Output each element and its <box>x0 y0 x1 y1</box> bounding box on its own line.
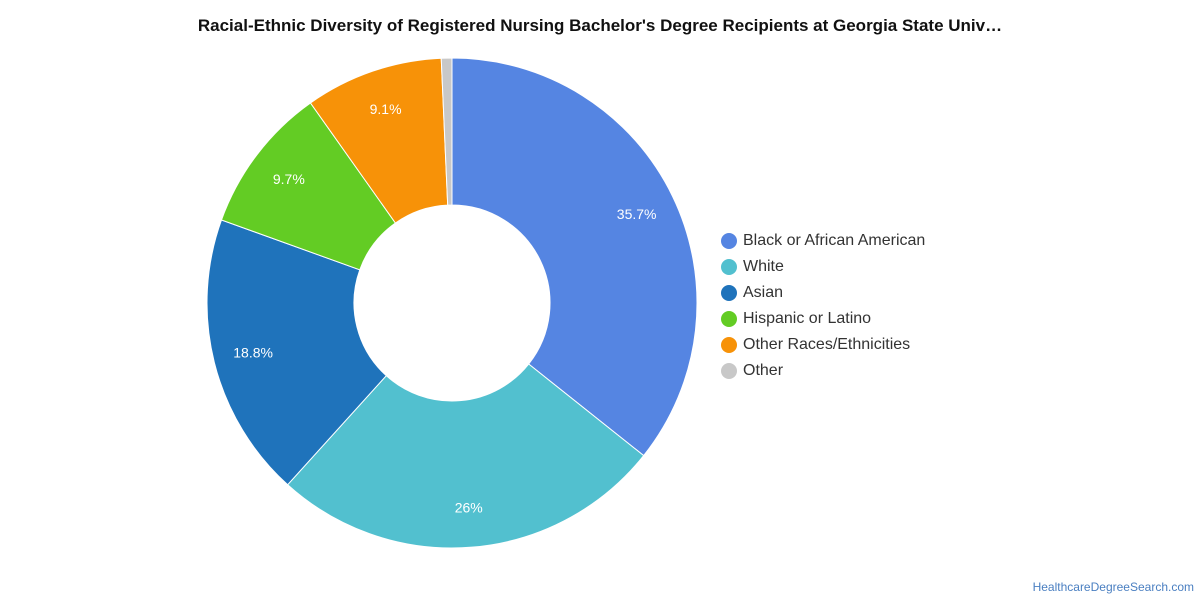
legend-label: Hispanic or Latino <box>743 310 872 327</box>
slice-label: 35.7% <box>617 206 657 222</box>
legend-label: Black or African American <box>743 232 926 249</box>
slice-label: 26% <box>455 499 483 515</box>
source-link[interactable]: HealthcareDegreeSearch.com <box>1032 580 1194 594</box>
legend-label: Asian <box>743 284 784 301</box>
legend-label: Other Races/Ethnicities <box>743 336 911 353</box>
legend-swatch <box>721 337 737 353</box>
slice-label: 9.1% <box>370 101 402 117</box>
legend-swatch <box>721 233 737 249</box>
legend-item[interactable]: White <box>721 254 925 280</box>
legend-swatch <box>721 259 737 275</box>
slice-asian[interactable] <box>206 219 387 486</box>
legend-item[interactable]: Other <box>721 358 925 384</box>
legend-item[interactable]: Other Races/Ethnicities <box>721 332 925 358</box>
slice-labels: 35.7% 26% 18.8% 9.7% 9.1% <box>233 101 656 515</box>
legend-label: White <box>743 258 784 275</box>
legend-item[interactable]: Asian <box>721 280 925 306</box>
donut-slices <box>206 57 698 549</box>
legend-swatch <box>721 363 737 379</box>
legend-swatch <box>721 311 737 327</box>
chart-title: Racial-Ethnic Diversity of Registered Nu… <box>197 16 1003 35</box>
slice-label: 9.7% <box>273 171 305 187</box>
legend-label: Other <box>743 362 784 379</box>
slice-label: 18.8% <box>233 345 273 361</box>
legend-item[interactable]: Black or African American <box>721 228 925 254</box>
slice-black-or-african-american[interactable] <box>451 57 698 457</box>
chart-legend: Black or African American White Asian Hispa… <box>721 228 925 384</box>
slice-white[interactable] <box>286 363 645 549</box>
legend-swatch <box>721 285 737 301</box>
legend-item[interactable]: Hispanic or Latino <box>721 306 925 332</box>
slice-other[interactable] <box>440 57 453 206</box>
